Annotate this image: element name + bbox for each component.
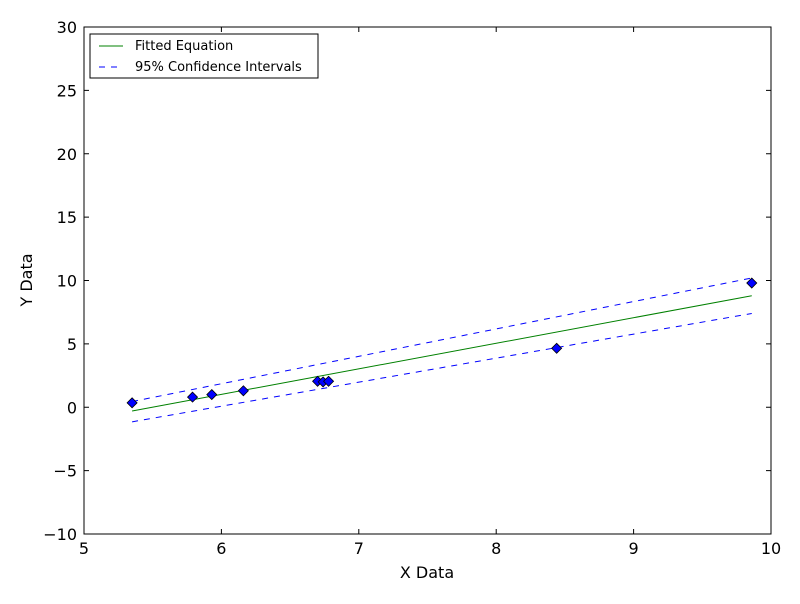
series-lines xyxy=(131,277,752,423)
y-tick-label: 30 xyxy=(57,18,77,37)
tick-labels: 5 6 7 8 9 10 −10 −5 0 5 10 15 20 25 30 xyxy=(43,18,781,558)
data-point xyxy=(186,391,199,403)
y-tick-label: 25 xyxy=(57,81,77,100)
legend-box xyxy=(89,33,319,79)
legend-label-confidence: 95% Confidence Intervals xyxy=(135,60,302,75)
y-tick-label: 10 xyxy=(57,272,77,291)
data-point xyxy=(746,277,758,289)
confidence-lower-line xyxy=(132,312,752,423)
x-tick-label: 8 xyxy=(491,539,501,558)
data-point xyxy=(551,342,563,354)
x-tick-label: 10 xyxy=(761,539,781,558)
legend-label-fitted: Fitted Equation xyxy=(135,39,233,54)
x-tick-label: 6 xyxy=(216,539,226,558)
y-tick-label: 20 xyxy=(57,145,77,164)
y-tick-label: −5 xyxy=(53,462,77,481)
data-point xyxy=(206,389,218,401)
x-tick-label: 9 xyxy=(629,539,639,558)
plot-area xyxy=(84,27,771,534)
x-axis-label: X Data xyxy=(400,563,454,582)
legend: Fitted Equation 95% Confidence Intervals xyxy=(89,33,319,79)
data-point xyxy=(323,375,335,387)
y-tick-label: −10 xyxy=(43,525,77,544)
y-axis-label: Y Data xyxy=(17,253,36,307)
fitted-equation-line xyxy=(131,295,752,412)
y-tick-label: 0 xyxy=(67,398,77,417)
x-tick-label: 7 xyxy=(354,539,364,558)
data-points xyxy=(126,277,758,409)
confidence-upper-line xyxy=(131,277,752,403)
x-tick-label: 5 xyxy=(79,539,89,558)
data-point xyxy=(237,385,249,397)
data-point xyxy=(126,397,138,409)
y-tick-label: 5 xyxy=(67,335,77,354)
plot-frame xyxy=(83,26,772,535)
y-tick-label: 15 xyxy=(57,208,77,227)
